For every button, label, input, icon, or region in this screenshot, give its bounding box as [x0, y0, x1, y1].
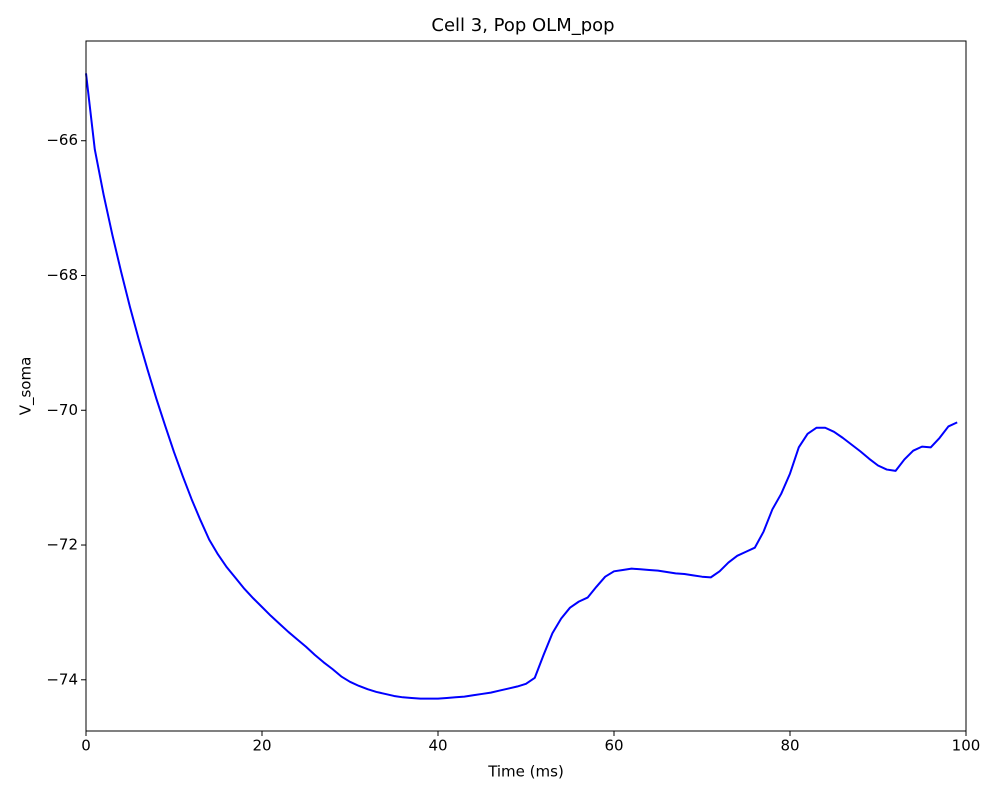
y-tick-label: −72 — [46, 536, 78, 554]
x-tick-label: 0 — [81, 737, 91, 755]
y-tick-label: −68 — [46, 266, 78, 284]
y-tick-label: −74 — [46, 670, 78, 688]
plot-frame — [85, 40, 967, 732]
x-tick-label: 40 — [428, 737, 447, 755]
x-tick-label: 20 — [252, 737, 271, 755]
x-axis-label: Time (ms) — [487, 763, 564, 781]
x-tick-label: 60 — [604, 737, 623, 755]
line — [85, 73, 958, 700]
x-tick-label: 100 — [952, 737, 981, 755]
chart-title: Cell 3, Pop OLM_pop — [431, 15, 614, 36]
y-tick-label: −66 — [46, 131, 78, 149]
y-tick-label: −70 — [46, 401, 78, 419]
y-axis-label: V_soma — [17, 357, 36, 416]
x-tick-label: 80 — [780, 737, 799, 755]
